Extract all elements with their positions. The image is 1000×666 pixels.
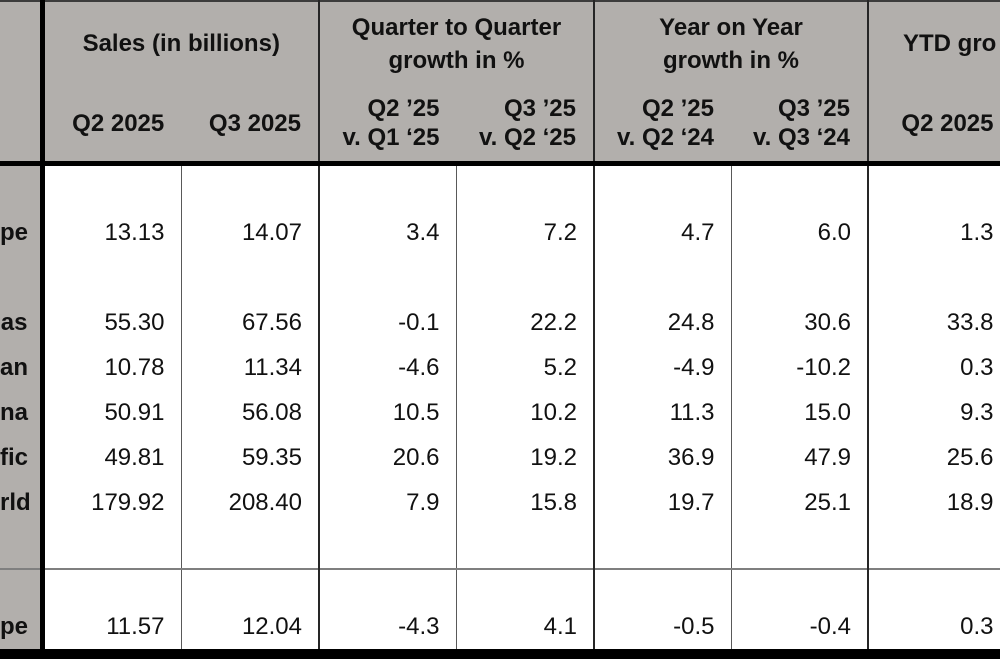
- header-row: Sales (in billions) Q2 2025 Q3 2025 Quar…: [0, 1, 1000, 166]
- table-row-europe-section2: pe 11.57 12.04 -4.3 4.1 -0.5 -0.4 0.3: [0, 567, 1000, 659]
- data-cell: 4.1: [455, 567, 594, 659]
- data-cell: 36.9: [593, 433, 731, 479]
- data-cell: 7.2: [455, 208, 594, 254]
- row-label: na: [0, 388, 45, 434]
- data-cell: 25.1: [730, 478, 868, 524]
- table-row-americas: as 55.30 67.56 -0.1 22.2 24.8 30.6 33.8: [0, 298, 1000, 344]
- data-cell: 50.91: [42, 388, 181, 434]
- data-cell: 6.0: [730, 208, 868, 254]
- table-row-japan: an 10.78 11.34 -4.6 5.2 -4.9 -10.2 0.3: [0, 343, 1000, 389]
- data-cell: -10.2: [730, 343, 868, 389]
- data-cell: 33.8: [867, 298, 1000, 344]
- data-cell: -4.9: [593, 343, 731, 389]
- row-label: fic: [0, 433, 45, 479]
- group-title-ytd-growth: YTD gro: [903, 30, 997, 57]
- data-cell: 9.3: [867, 388, 1000, 434]
- data-cell: -0.4: [730, 567, 868, 659]
- col-header-qoq-q2: Q2 ’25 v. Q1 ‘25: [342, 95, 440, 151]
- table-row-world: rld 179.92 208.40 7.9 15.8 19.7 25.1 18.…: [0, 478, 1000, 524]
- group-title-yoy-growth: Year on Year growth in %: [659, 13, 803, 74]
- data-cell: 18.9: [867, 478, 1000, 524]
- data-cell: 10.78: [42, 343, 181, 389]
- data-cell: 12.04: [180, 567, 319, 659]
- data-cell: -4.6: [318, 343, 456, 389]
- data-cell: 179.92: [42, 478, 181, 524]
- col-header-ytd-q2-2025: Q2 2025: [901, 109, 994, 137]
- data-cell: 25.6: [867, 433, 1000, 479]
- data-cell: 13.13: [42, 208, 181, 254]
- header-corner-cell: [0, 1, 45, 166]
- group-subheaders-sales: Q2 2025 Q3 2025: [45, 85, 319, 159]
- data-cell: 67.56: [180, 298, 319, 344]
- data-cell: 59.35: [180, 433, 319, 479]
- data-cell: 0.3: [867, 343, 1000, 389]
- header-group-sales: Sales (in billions) Q2 2025 Q3 2025: [42, 1, 319, 166]
- col-header-sales-q3-2025: Q3 2025: [208, 109, 301, 137]
- table-row-china: na 50.91 56.08 10.5 10.2 11.3 15.0 9.3: [0, 388, 1000, 434]
- data-cell: 20.6: [318, 433, 456, 479]
- group-subheaders-ytd: Q2 2025: [870, 85, 1000, 159]
- table-row-europe: pe 13.13 14.07 3.4 7.2 4.7 6.0 1.3: [0, 208, 1000, 254]
- row-label: pe: [0, 208, 45, 254]
- data-cell: 0.3: [867, 567, 1000, 659]
- header-group-yoy-growth: Year on Year growth in % Q2 ’25 v. Q2 ‘2…: [593, 1, 868, 166]
- data-cell: 4.7: [593, 208, 731, 254]
- data-cell: 24.8: [593, 298, 731, 344]
- row-label: pe: [0, 567, 45, 659]
- data-cell: 49.81: [42, 433, 181, 479]
- col-header-yoy-q3: Q3 ’25 v. Q3 ‘24: [753, 95, 850, 151]
- data-cell: -0.5: [593, 567, 731, 659]
- data-cell: 10.2: [455, 388, 594, 434]
- data-cell: 55.30: [42, 298, 181, 344]
- data-cell: 22.2: [455, 298, 594, 344]
- table-row-asia-pacific: fic 49.81 59.35 20.6 19.2 36.9 47.9 25.6: [0, 433, 1000, 479]
- data-cell: 7.9: [318, 478, 456, 524]
- data-cell: 47.9: [730, 433, 868, 479]
- data-cell: 15.8: [455, 478, 594, 524]
- spacer-row: [0, 163, 1000, 209]
- data-cell: 14.07: [180, 208, 319, 254]
- data-cell: 3.4: [318, 208, 456, 254]
- col-header-qoq-q3: Q3 ’25 v. Q2 ‘25: [479, 95, 576, 151]
- data-cell: 208.40: [180, 478, 319, 524]
- row-label: an: [0, 343, 45, 389]
- spacer-row: [0, 523, 1000, 569]
- row-label: as: [0, 298, 45, 344]
- data-cell: 5.2: [455, 343, 594, 389]
- data-cell: 1.3: [867, 208, 1000, 254]
- data-cell: 15.0: [730, 388, 868, 434]
- data-cell: 11.57: [42, 567, 181, 659]
- data-cell: 19.7: [593, 478, 731, 524]
- group-title-qoq-growth: Quarter to Quarter growth in %: [351, 13, 562, 74]
- header-group-qoq-growth: Quarter to Quarter growth in % Q2 ’25 v.…: [318, 1, 594, 166]
- group-subheaders-qoq: Q2 ’25 v. Q1 ‘25 Q3 ’25 v. Q2 ‘25: [321, 85, 593, 159]
- col-header-yoy-q2: Q2 ’25 v. Q2 ‘24: [617, 95, 714, 151]
- data-cell: -0.1: [318, 298, 456, 344]
- spacer-row: [0, 253, 1000, 299]
- row-label: rld: [0, 478, 45, 524]
- col-header-sales-q2-2025: Q2 2025: [72, 109, 165, 137]
- header-group-ytd-growth: YTD gro Q2 2025: [866, 1, 1000, 166]
- data-cell: 19.2: [455, 433, 594, 479]
- data-cell: 30.6: [730, 298, 868, 344]
- data-cell: 56.08: [180, 388, 319, 434]
- data-cell: 10.5: [318, 388, 456, 434]
- data-cell: 11.34: [180, 343, 319, 389]
- data-cell: -4.3: [318, 567, 456, 659]
- group-subheaders-yoy: Q2 ’25 v. Q2 ‘24 Q3 ’25 v. Q3 ‘24: [596, 85, 867, 159]
- group-title-sales: Sales (in billions): [82, 30, 280, 57]
- data-cell: 11.3: [593, 388, 731, 434]
